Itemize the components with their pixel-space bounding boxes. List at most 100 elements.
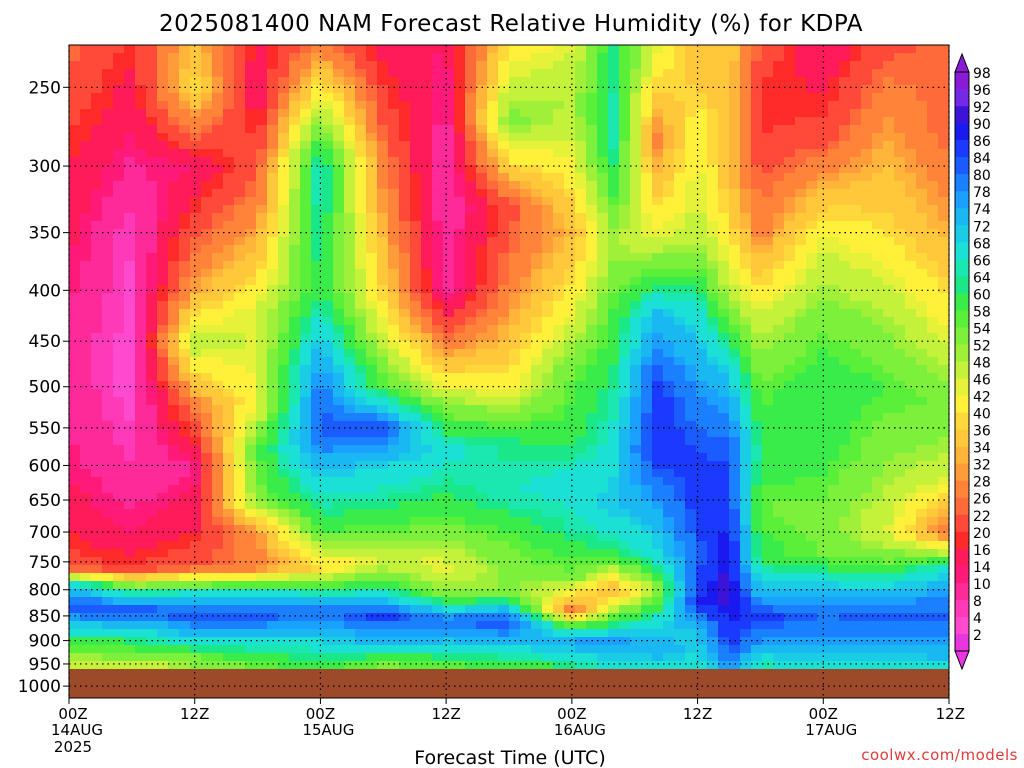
heatmap-cell [113, 325, 125, 334]
heatmap-cell [124, 61, 136, 70]
heatmap-cell [113, 613, 125, 622]
heatmap-cell [113, 61, 125, 70]
heatmap-cell [410, 517, 422, 526]
heatmap-cell [509, 397, 521, 406]
heatmap-cell [179, 645, 191, 654]
heatmap-cell [388, 53, 400, 62]
heatmap-cell [355, 277, 367, 286]
heatmap-cell [80, 365, 92, 374]
heatmap-cell [729, 605, 741, 614]
heatmap-cell [498, 525, 510, 534]
heatmap-cell [190, 493, 202, 502]
heatmap-cell [256, 85, 268, 94]
heatmap-cell [234, 437, 246, 446]
heatmap-cell [146, 533, 158, 542]
heatmap-cell [344, 157, 356, 166]
heatmap-cell [421, 53, 433, 62]
heatmap-cell [729, 637, 741, 646]
heatmap-cell [476, 413, 488, 422]
heatmap-cell [234, 189, 246, 198]
heatmap-cell [69, 509, 81, 518]
heatmap-cell [69, 93, 81, 102]
heatmap-cell [498, 69, 510, 78]
heatmap-cell [751, 581, 763, 590]
heatmap-cell [157, 525, 169, 534]
heatmap-cell [190, 405, 202, 414]
heatmap-cell [740, 653, 752, 662]
heatmap-cell [234, 357, 246, 366]
heatmap-cell [630, 173, 642, 182]
heatmap-cell [630, 61, 642, 70]
heatmap-cell [531, 221, 543, 230]
heatmap-cell [377, 621, 389, 630]
heatmap-cell [641, 61, 653, 70]
heatmap-cell [553, 517, 565, 526]
heatmap-cell [157, 421, 169, 430]
heatmap-cell [718, 77, 730, 86]
heatmap-cell [553, 197, 565, 206]
heatmap-cell [399, 245, 411, 254]
heatmap-cell [454, 653, 466, 662]
heatmap-cell [630, 517, 642, 526]
heatmap-cell [630, 589, 642, 598]
heatmap-cell [146, 165, 158, 174]
heatmap-cell [344, 333, 356, 342]
heatmap-cell [168, 485, 180, 494]
heatmap-cell [531, 469, 543, 478]
heatmap-cell [201, 69, 213, 78]
heatmap-cell [575, 333, 587, 342]
heatmap-cell [520, 309, 532, 318]
heatmap-cell [685, 421, 697, 430]
heatmap-cell [520, 205, 532, 214]
heatmap-cell [630, 141, 642, 150]
heatmap-cell [267, 333, 279, 342]
heatmap-cell [696, 165, 708, 174]
heatmap-cell [586, 133, 598, 142]
heatmap-cell [124, 53, 136, 62]
heatmap-cell [168, 645, 180, 654]
heatmap-cell [597, 109, 609, 118]
heatmap-cell [663, 661, 675, 670]
heatmap-cell [157, 317, 169, 326]
heatmap-cell [696, 605, 708, 614]
heatmap-cell [256, 349, 268, 358]
heatmap-cell [410, 229, 422, 238]
heatmap-cell [718, 261, 730, 270]
heatmap-cell [454, 381, 466, 390]
heatmap-cell [366, 597, 378, 606]
heatmap-cell [575, 181, 587, 190]
heatmap-cell [289, 517, 301, 526]
heatmap-cell [520, 293, 532, 302]
heatmap-cell [696, 429, 708, 438]
heatmap-cell [124, 653, 136, 662]
heatmap-cell [289, 573, 301, 582]
heatmap-cell [564, 645, 576, 654]
heatmap-cell [542, 357, 554, 366]
heatmap-cell [509, 517, 521, 526]
heatmap-cell [146, 597, 158, 606]
heatmap-cell [751, 221, 763, 230]
heatmap-cell [432, 477, 444, 486]
heatmap-cell [344, 493, 356, 502]
heatmap-cell [685, 85, 697, 94]
heatmap-cell [179, 349, 191, 358]
heatmap-cell [410, 317, 422, 326]
heatmap-cell [366, 509, 378, 518]
heatmap-cell [135, 453, 147, 462]
heatmap-cell [707, 397, 719, 406]
heatmap-cell [245, 405, 257, 414]
heatmap-cell [630, 637, 642, 646]
heatmap-cell [322, 293, 334, 302]
heatmap-cell [366, 605, 378, 614]
heatmap-cell [674, 165, 686, 174]
heatmap-cell [278, 309, 290, 318]
heatmap-cell [80, 445, 92, 454]
heatmap-cell [135, 469, 147, 478]
heatmap-cell [542, 205, 554, 214]
heatmap-cell [300, 549, 312, 558]
heatmap-cell [586, 149, 598, 158]
heatmap-cell [674, 565, 686, 574]
heatmap-cell [652, 485, 664, 494]
heatmap-cell [630, 181, 642, 190]
heatmap-cell [124, 109, 136, 118]
